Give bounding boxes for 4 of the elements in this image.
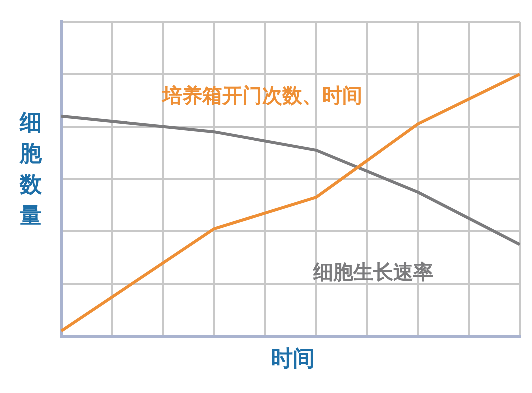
y-axis-title: 细胞数量 <box>18 110 43 231</box>
text: 细胞生长速率 <box>312 260 434 284</box>
text: 培养箱开门次数、时间 <box>161 84 362 108</box>
x-axis-title: 时间 <box>270 346 316 374</box>
